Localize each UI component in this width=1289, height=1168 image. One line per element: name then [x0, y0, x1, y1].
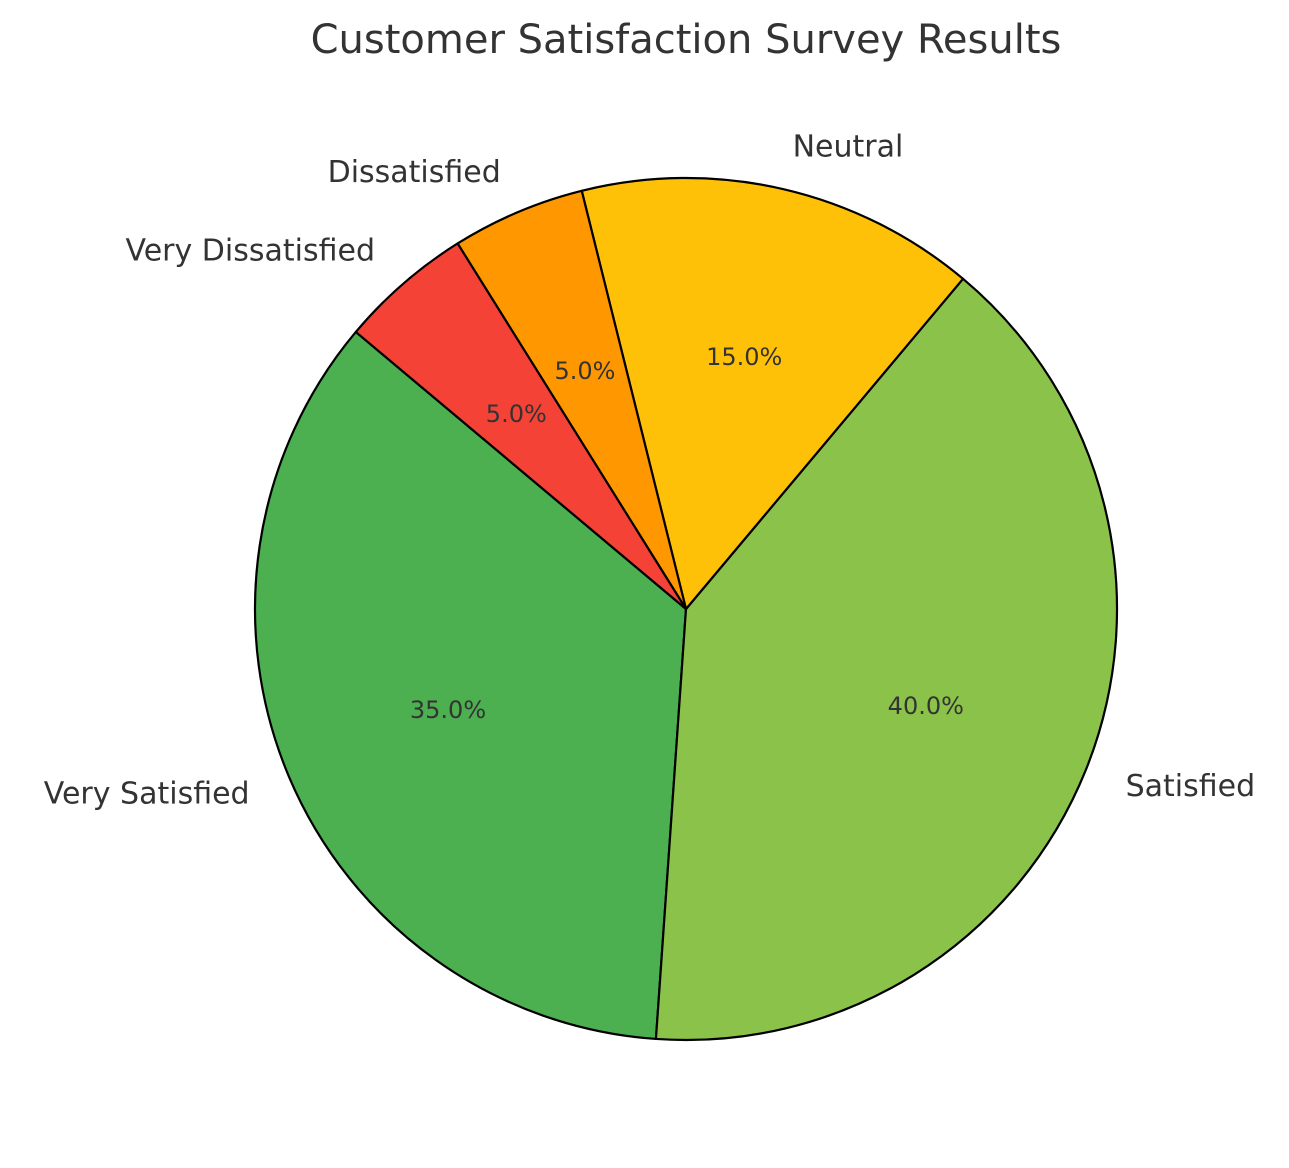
percent-label-very-dissatisfied: 5.0% [486, 400, 547, 428]
pie-slice-very-dissatisfied [354, 242, 688, 611]
percent-label-very-satisfied: 35.0% [410, 696, 486, 724]
chart-title: Customer Satisfaction Survey Results [311, 17, 1062, 63]
slice-label-dissatisfied: Dissatisfied [328, 155, 501, 190]
slice-label-very-dissatisfied: Very Dissatisfied [126, 234, 375, 269]
slice-label-very-satisfied: Very Satisfied [44, 777, 250, 812]
slice-label-satisfied: Satisfied [1126, 769, 1256, 804]
percent-label-neutral: 15.0% [706, 343, 782, 371]
percent-label-satisfied: 40.0% [888, 692, 964, 720]
percent-label-dissatisfied: 5.0% [555, 357, 616, 385]
pie-slice-very-satisfied [253, 330, 688, 1041]
pie-slices [253, 176, 1119, 1042]
slice-label-neutral: Neutral [793, 130, 904, 165]
pie-slice-satisfied [654, 277, 1119, 1042]
pie-labels: Very Satisfied 35.0% Satisfied 40.0% Neutral… [44, 130, 1255, 812]
pie-slice-neutral [580, 176, 965, 611]
